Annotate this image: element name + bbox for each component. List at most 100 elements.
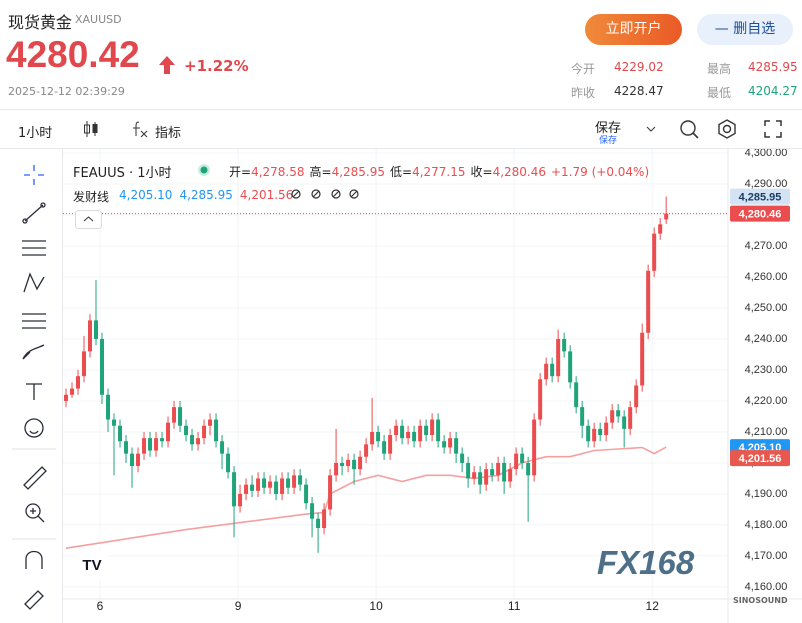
candle-body xyxy=(514,453,519,470)
quick-search[interactable] xyxy=(678,118,700,140)
candle-body xyxy=(370,431,375,445)
candle-body xyxy=(190,435,195,445)
candle-type-button[interactable] xyxy=(82,119,100,139)
candle-body xyxy=(70,388,75,395)
candle-body xyxy=(430,419,435,436)
fullscreen[interactable] xyxy=(762,118,784,140)
candle-body xyxy=(256,478,261,491)
candle-body xyxy=(154,438,159,451)
candle-body xyxy=(400,425,405,439)
candle-body xyxy=(658,224,663,234)
candle-body xyxy=(580,407,585,426)
y-tick-label: 4,300.00 xyxy=(745,149,788,159)
candle-body xyxy=(316,518,321,529)
stat-value: 4228.47 xyxy=(614,84,664,98)
legend-text: +1.79 (+0.04%) xyxy=(551,165,650,179)
instrument-name: 现货黄金 xyxy=(8,13,73,32)
status-dot xyxy=(198,164,210,176)
candle-body xyxy=(202,425,207,439)
visibility-icons[interactable] xyxy=(290,187,360,201)
zoom-tool[interactable] xyxy=(25,503,45,523)
candle-body xyxy=(616,410,621,417)
crosshair-tool[interactable] xyxy=(24,165,44,185)
legend-text: 开= xyxy=(229,165,252,179)
logo: SINOSOUND xyxy=(733,596,788,605)
candle-body xyxy=(298,475,303,485)
candle-body xyxy=(604,422,609,436)
candle-body xyxy=(130,453,135,467)
legend-text: 4,280.46 xyxy=(492,165,546,179)
collapse-button[interactable] xyxy=(75,210,102,229)
ma-name: 发财线 xyxy=(73,190,110,204)
y-tick-label: 4,230.00 xyxy=(745,364,788,376)
lock-tool[interactable] xyxy=(24,590,44,610)
y-tick-label: 4,190.00 xyxy=(745,488,788,500)
candle-body xyxy=(322,509,327,529)
save-sublabel: 保存 xyxy=(599,136,618,146)
candle-body xyxy=(364,444,369,457)
candle-body xyxy=(172,407,177,423)
candle-body xyxy=(460,453,465,463)
change: +1.22% xyxy=(184,57,249,75)
candle-body xyxy=(208,419,213,426)
candle-body xyxy=(310,503,315,519)
candle-body xyxy=(340,462,345,467)
ruler-tool[interactable] xyxy=(23,466,47,490)
candle-body xyxy=(610,410,615,423)
x-tick-label: 10 xyxy=(369,599,383,613)
magnet-tool[interactable] xyxy=(25,550,43,570)
trendline-tool[interactable] xyxy=(22,202,46,224)
price-tag-label: 4,201.56 xyxy=(739,453,782,465)
stat-value: 4285.95 xyxy=(748,60,798,74)
candle-body xyxy=(214,419,219,442)
brush-tool[interactable] xyxy=(22,344,45,360)
x-tick-label: 11 xyxy=(508,599,521,613)
candle-body xyxy=(178,407,183,426)
interval-button[interactable]: 1小时 xyxy=(18,126,53,141)
svg-text:TV: TV xyxy=(82,557,101,574)
stat-label: 最高 xyxy=(707,62,732,76)
candle-body xyxy=(106,394,111,420)
save-menu[interactable] xyxy=(645,124,657,134)
candle-body xyxy=(184,425,189,436)
y-tick-label: 4,210.00 xyxy=(745,426,788,438)
candle-body xyxy=(142,438,147,454)
divider xyxy=(0,148,802,149)
candle-body xyxy=(376,431,381,442)
candle-body xyxy=(646,270,651,333)
candle-body xyxy=(64,394,69,401)
candle-body xyxy=(238,493,243,507)
candle-body xyxy=(478,472,483,485)
pattern-tool[interactable] xyxy=(23,272,45,293)
settings[interactable] xyxy=(716,118,738,140)
open-account-button[interactable]: 立即开户 xyxy=(585,14,682,45)
emoji-tool[interactable] xyxy=(24,418,44,438)
text-tool[interactable] xyxy=(26,383,42,400)
indicator-button[interactable]: 指标 xyxy=(155,126,182,141)
candle-body xyxy=(520,453,525,463)
lines-tool[interactable] xyxy=(22,240,46,256)
candle-body xyxy=(226,453,231,473)
price-tag xyxy=(730,188,790,205)
candle-body xyxy=(568,351,573,383)
candle-body xyxy=(280,478,285,494)
legend-text: 高= xyxy=(309,165,332,179)
fib-tool[interactable] xyxy=(22,313,46,329)
timestamp: 2025-12-12 02:39:29 xyxy=(8,85,125,98)
legend-text: 4,201.56 xyxy=(239,188,294,202)
candle-body xyxy=(640,332,645,386)
legend-text: 4,277.15 xyxy=(412,165,466,179)
candle-body xyxy=(166,422,171,442)
candle-body xyxy=(472,472,477,479)
price-tag-label: 4,280.46 xyxy=(739,208,782,220)
candle-body xyxy=(94,320,99,339)
candle-body xyxy=(628,407,633,429)
candle-body xyxy=(286,478,291,488)
y-tick-label: 4,240.00 xyxy=(745,333,788,345)
candle-body xyxy=(592,428,597,442)
indicator-icon xyxy=(133,121,148,138)
stat-value: 4229.02 xyxy=(614,60,664,74)
y-tick-label: 4,170.00 xyxy=(745,550,788,562)
remove-watchlist-button[interactable]: — 删自选 xyxy=(697,14,793,45)
save-button[interactable]: 保存 xyxy=(595,121,622,136)
